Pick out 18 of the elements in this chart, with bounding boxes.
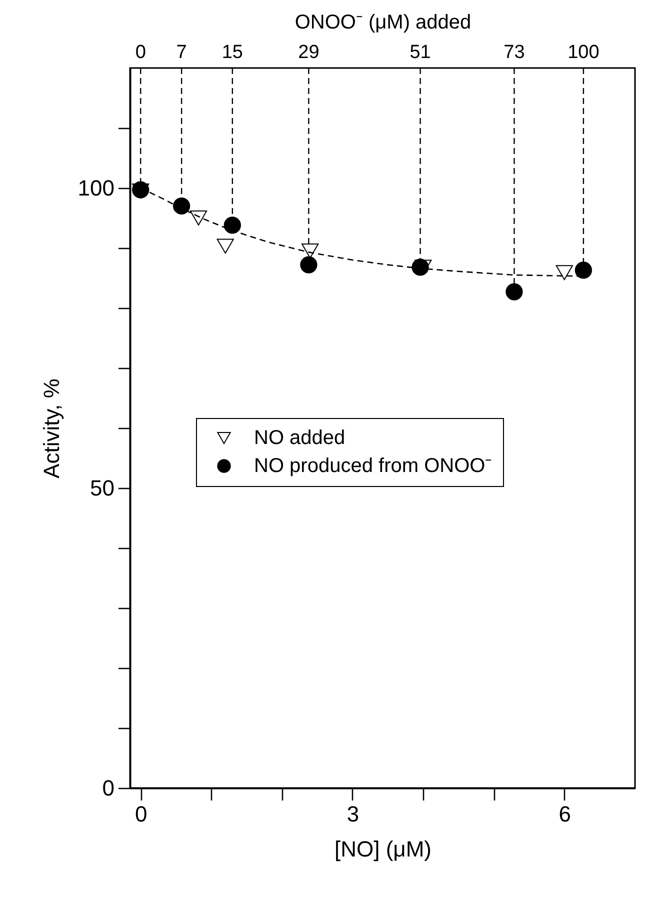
legend-label: NO produced from ONOO⁻ xyxy=(254,455,492,477)
x-axis-title: [NO] (μM) xyxy=(334,836,432,862)
annotation: 0 xyxy=(135,42,146,63)
y-tick-label: 50 xyxy=(90,476,114,500)
annotation: 29 xyxy=(298,42,320,63)
annotation: 73 xyxy=(504,42,525,63)
x-tick-label: 3 xyxy=(346,802,360,826)
annotation: 51 xyxy=(410,42,431,63)
y-tick-label: 100 xyxy=(78,176,114,200)
annotation: 100 xyxy=(568,42,600,63)
annotation: 7 xyxy=(176,42,187,63)
legend-label: NO added xyxy=(254,427,346,449)
x-tick-label: 0 xyxy=(134,802,148,826)
x-tick-label: 6 xyxy=(558,802,571,826)
y-axis-title: Activity, % xyxy=(38,378,64,478)
x2-axis-title: ONOO⁻ (μM) added xyxy=(294,12,472,34)
annotation: 15 xyxy=(222,42,243,63)
y-tick-label: 0 xyxy=(102,776,114,800)
